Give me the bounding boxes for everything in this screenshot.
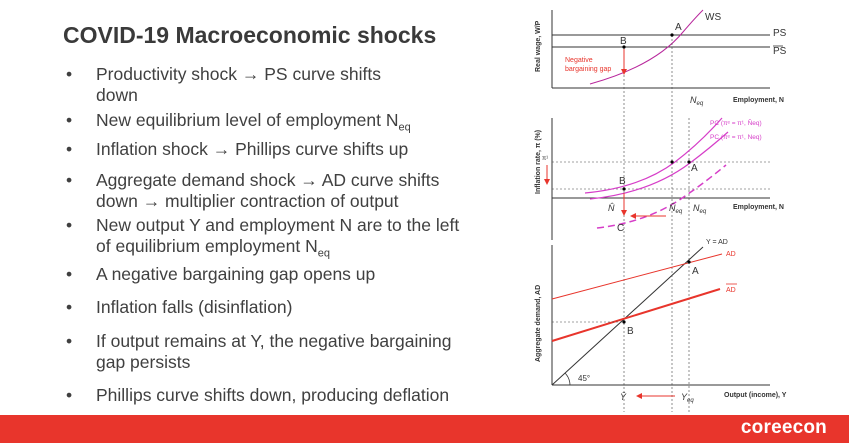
bullet-inflation-shock: • Inflation shock → Phillips curve shifts… <box>66 139 409 159</box>
ws-label: WS <box>705 12 721 23</box>
nhat-label: N̂ <box>608 203 615 213</box>
point-a3-dot <box>687 260 691 264</box>
bullet-new-equilibrium: • New equilibrium level of employment Neq <box>66 110 411 134</box>
panel-labour-market: Real wage, W/P Employment, N PS PS WS A … <box>535 9 787 412</box>
c-arrow-head <box>621 210 627 216</box>
pc-curve-1 <box>584 117 723 194</box>
point-b-dot <box>622 45 626 49</box>
yeq-label: Yeq <box>681 392 694 404</box>
point-a-label: A <box>675 22 682 33</box>
p2-xlabel: Employment, N <box>733 204 784 211</box>
point-b2-dot <box>622 187 626 191</box>
p2-ylabel: Inflation rate, π (%) <box>535 130 542 194</box>
ad-line <box>551 253 723 300</box>
point-a2-dot <box>687 160 691 164</box>
bullet-demand-shock: • Aggregate demand shock → AD curve shift… <box>66 170 440 211</box>
y-ad-label: Y = AD <box>706 239 728 246</box>
p1-neq-label: Neq <box>690 95 704 107</box>
gap-label-2: bargaining gap <box>565 66 611 73</box>
pi-label: π¹ <box>542 156 548 162</box>
point-b-label: B <box>620 36 627 47</box>
bullet-new-output: • New output Y and employment N are to th… <box>66 215 460 260</box>
neq-label-2: Neq <box>693 203 707 215</box>
point-a-dot <box>670 33 674 37</box>
ps-label: PS <box>773 28 787 39</box>
pc1-label: PC (πᵉ = π¹, N̂eq) <box>710 119 762 127</box>
y-arrow-head <box>636 393 642 399</box>
point-b3-label: B <box>627 326 634 337</box>
pc2-label: PC (πᵉ = π¹, Neq) <box>710 134 762 141</box>
point-c2-label: C <box>617 223 624 234</box>
coreecon-logo: coreecon <box>740 417 827 438</box>
angle-label: 45° <box>578 374 590 383</box>
ad-new-line <box>551 288 721 342</box>
ad-new-label: AD <box>726 287 736 294</box>
point-a3-label: A <box>692 266 699 277</box>
diagram-panels: Real wage, W/P Employment, N PS PS WS A … <box>535 9 787 412</box>
panel-phillips-curve: Inflation rate, π (%) Employment, N π¹ P… <box>535 117 784 412</box>
slide-title: COVID-19 Macroeconomic shocks <box>63 22 437 48</box>
gap-arrow-head <box>621 69 627 75</box>
angle-arc <box>564 372 571 386</box>
footer-bar: coreecon <box>0 415 849 443</box>
ps-new-label: PS <box>773 46 787 57</box>
panel-aggregate-demand: Aggregate demand, AD Output (income), Y … <box>535 239 787 404</box>
gap-label-1: Negative <box>565 57 593 64</box>
bullet-output-remains: • If output remains at Y, the negative ba… <box>66 331 452 372</box>
n-arrow-head <box>630 213 636 219</box>
p3-xlabel: Output (income), Y <box>724 392 787 399</box>
p1-xlabel: Employment, N <box>733 97 784 104</box>
p1-ylabel: Real wage, W/P <box>535 20 542 72</box>
pc-curve-3 <box>596 164 727 229</box>
bullet-deflation: • Phillips curve shifts down, producing d… <box>66 385 450 405</box>
point-a2b-dot <box>670 160 674 164</box>
bullet-productivity: • Productivity shock → PS curve shifts dow… <box>66 64 381 105</box>
pi-arrow-head <box>544 179 550 185</box>
nhateq-label: N̂eq <box>669 203 683 215</box>
ws-curve <box>589 9 704 85</box>
point-a2-label: A <box>691 163 698 174</box>
yhat-label: Ŷ <box>620 392 627 402</box>
y-ad-line <box>551 246 704 386</box>
p3-ylabel: Aggregate demand, AD <box>535 285 542 362</box>
point-b2-label: B <box>619 176 626 187</box>
point-b3-dot <box>622 320 626 324</box>
pc-curve-2 <box>589 131 729 200</box>
bullet-bargaining-gap: • A negative bargaining gap opens up <box>66 264 376 284</box>
bullet-disinflation: • Inflation falls (disinflation) <box>66 297 293 317</box>
ad-label: AD <box>726 251 736 258</box>
